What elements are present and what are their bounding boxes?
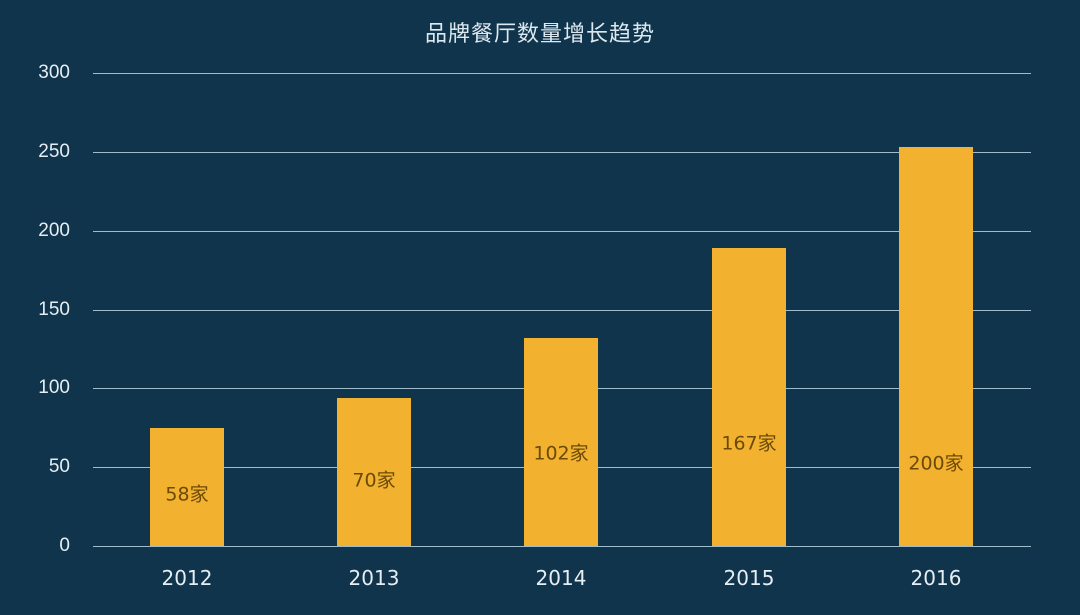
bar-2014: 102家 [524, 337, 598, 546]
y-tick-label: 250 [38, 140, 70, 162]
bar-data-label: 70家 [352, 469, 396, 492]
gridline [93, 546, 1031, 547]
x-tick-label: 2013 [348, 566, 400, 590]
plot-area: 58家 70家 102家 167家 200家 [93, 73, 1031, 547]
gridline [93, 230, 1031, 232]
x-tick-label: 2016 [910, 566, 962, 590]
x-tick-label: 2014 [535, 566, 587, 590]
bar-2013: 70家 [337, 397, 411, 546]
bar-data-label: 58家 [165, 483, 209, 506]
bar-2016: 200家 [899, 147, 973, 546]
x-tick-label: 2015 [723, 566, 775, 590]
bar-2015: 167家 [712, 248, 786, 546]
gridline [93, 73, 1031, 74]
gridline [93, 151, 1031, 153]
bar-data-label: 167家 [721, 432, 777, 455]
gridline [93, 309, 1031, 311]
y-tick-label: 50 [48, 456, 70, 478]
bar-data-label: 200家 [908, 452, 964, 475]
y-tick-label: 200 [38, 219, 70, 241]
y-tick-label: 0 [59, 535, 70, 556]
bar-2012: 58家 [150, 427, 224, 546]
y-tick-label: 150 [38, 298, 70, 320]
chart-title: 品牌餐厅数量增长趋势 [424, 22, 655, 47]
bar-data-label: 102家 [533, 442, 589, 465]
y-tick-label: 300 [38, 62, 70, 83]
y-tick-label: 100 [38, 377, 70, 399]
x-tick-label: 2012 [161, 566, 213, 590]
